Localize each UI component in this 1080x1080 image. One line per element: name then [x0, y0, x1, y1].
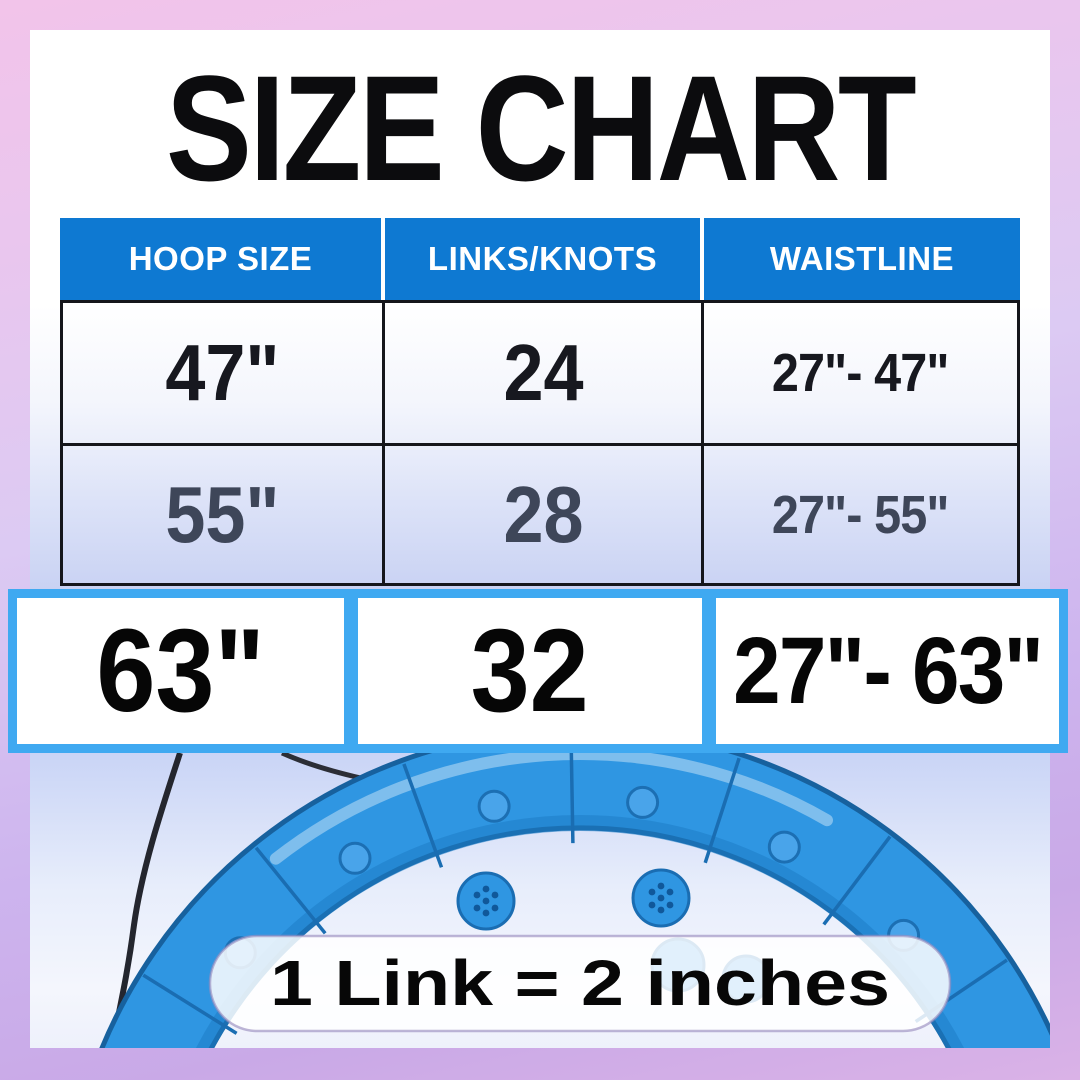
column-header-hoop-size: HOOP SIZE [60, 218, 385, 300]
table-header-row: HOOP SIZE LINKS/KNOTS WAISTLINE [60, 218, 1020, 300]
hoop-image: 1 Link = 2 inches [30, 753, 1050, 1048]
title-block: SIZE CHART [30, 30, 1050, 205]
table-row: 47" 24 27"- 47" [63, 303, 1017, 443]
cell-links-knots: 24 [385, 303, 704, 443]
cell-hoop-size: 55" [63, 446, 385, 583]
cell-hoop-size: 47" [63, 303, 385, 443]
table-row: 55" 28 27"- 55" [63, 443, 1017, 583]
hoop-highlight [269, 753, 833, 865]
column-header-links-knots: LINKS/KNOTS [385, 218, 704, 300]
note-pill [208, 934, 952, 1033]
cell-waistline: 27"- 55" [772, 484, 950, 545]
page-title: SIZE CHART [165, 44, 917, 212]
hoop-photo: 1 Link = 2 inches [30, 753, 1050, 1048]
content-panel: SIZE CHART HOOP SIZE LINKS/KNOTS WAISTLI… [8, 30, 1068, 1048]
highlighted-row: 63" 32 27"- 63" [8, 589, 1068, 753]
highlight-cell-hoop-size: 63" [17, 598, 344, 744]
column-header-waistline: WAISTLINE [769, 240, 955, 277]
highlight-cell-waistline: 27"- 63" [716, 598, 1059, 744]
hoop-tube [104, 753, 1050, 1048]
size-table: HOOP SIZE LINKS/KNOTS WAISTLINE 47" 24 2… [60, 218, 1020, 586]
cell-waistline: 27"- 47" [772, 343, 950, 403]
highlight-cell-links-knots: 32 [358, 598, 702, 744]
table-body: 47" 24 27"- 47" 55" 28 27"- 55" [60, 300, 1020, 586]
note-text: 1 Link = 2 inches [270, 947, 890, 1019]
cell-links-knots: 28 [385, 446, 704, 583]
